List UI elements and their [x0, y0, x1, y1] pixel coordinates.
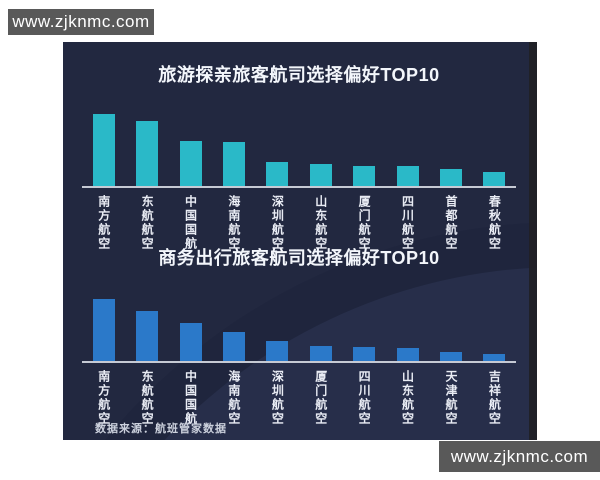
x-axis-label-text: 吉祥航空 [487, 370, 502, 426]
bar [483, 172, 506, 186]
bar-column [212, 332, 255, 361]
bar-column [342, 347, 385, 361]
x-axis-label: 山东航空 [299, 195, 342, 251]
x-axis-label: 深圳航空 [256, 195, 299, 251]
x-axis-label-text: 中国国航 [183, 195, 198, 251]
bar-column [82, 299, 125, 361]
bar-column [299, 164, 342, 186]
bar-column [473, 354, 516, 361]
bar-column [169, 141, 212, 186]
x-axis-label-text: 天津航空 [443, 370, 458, 426]
bar-column [473, 172, 516, 186]
x-axis-label: 厦门航空 [342, 195, 385, 251]
x-axis-label-text: 海南航空 [226, 195, 241, 251]
bar-column [386, 166, 429, 186]
bar-column [125, 121, 168, 186]
bar [439, 169, 462, 186]
x-axis-label: 四川航空 [386, 195, 429, 251]
bar [309, 164, 332, 186]
x-axis-line [82, 361, 516, 363]
x-axis-label-text: 四川航空 [400, 195, 415, 251]
x-axis-label: 厦门航空 [299, 370, 342, 426]
bar [92, 299, 115, 361]
x-axis-labels: 南方航空 东航航空 中国国航 海南航空 深圳航空 厦门航空 四川航空 山东航空 天津航空 吉祥航空 [82, 363, 516, 426]
x-axis-label-text: 东航航空 [140, 370, 155, 426]
x-axis-label: 东航航空 [125, 195, 168, 251]
bar [136, 311, 159, 361]
x-axis-label: 南方航空 [82, 370, 125, 426]
bar [266, 162, 289, 186]
bar [396, 166, 419, 186]
bar [266, 341, 289, 361]
x-axis-label: 东航航空 [125, 370, 168, 426]
x-axis-label: 深圳航空 [256, 370, 299, 426]
panel-edge-shadow [529, 42, 537, 440]
x-axis-label-text: 山东航空 [313, 195, 328, 251]
bar [353, 166, 376, 186]
x-axis-label: 四川航空 [342, 370, 385, 426]
bar [92, 114, 115, 186]
bar-column [299, 346, 342, 361]
bar [396, 348, 419, 361]
x-axis-label-text: 中国国航 [183, 370, 198, 426]
x-axis-label: 海南航空 [212, 370, 255, 426]
x-axis-label-text: 南方航空 [96, 195, 111, 251]
x-axis-label: 吉祥航空 [473, 370, 516, 426]
bar [179, 141, 202, 186]
bars [82, 104, 516, 186]
chart-business-top10: 商务出行旅客航司选择偏好TOP10 南方航空 东航航空 中国国航 海南航空 深圳航空 厦门… [82, 245, 516, 426]
x-axis-line [82, 186, 516, 188]
x-axis-label: 首都航空 [429, 195, 472, 251]
bar [222, 332, 245, 361]
x-axis-label: 山东航空 [386, 370, 429, 426]
bar [439, 352, 462, 361]
x-axis-label-text: 厦门航空 [357, 195, 372, 251]
bar-column [82, 114, 125, 186]
x-axis-label-text: 首都航空 [443, 195, 458, 251]
bar [179, 323, 202, 361]
x-axis-label-text: 四川航空 [357, 370, 372, 426]
bar-column [342, 166, 385, 186]
bar-column [256, 162, 299, 186]
bar [353, 347, 376, 361]
x-axis-label-text: 春秋航空 [487, 195, 502, 251]
chart-panel: 旅游探亲旅客航司选择偏好TOP10 南方航空 东航航空 中国国航 海南航空 深圳航空 山东… [63, 42, 537, 440]
bar-column [125, 311, 168, 361]
x-axis-label: 中国国航 [169, 370, 212, 426]
watermark-banner-top-left: www.zjknmc.com [8, 9, 154, 35]
x-axis-label-text: 海南航空 [226, 370, 241, 426]
x-axis-label: 天津航空 [429, 370, 472, 426]
x-axis-label: 中国国航 [169, 195, 212, 251]
watermark-url: www.zjknmc.com [12, 12, 150, 31]
bars [82, 291, 516, 361]
chart-travel-top10: 旅游探亲旅客航司选择偏好TOP10 南方航空 东航航空 中国国航 海南航空 深圳航空 山东… [82, 62, 516, 251]
x-axis-label-text: 南方航空 [96, 370, 111, 426]
x-axis-label-text: 山东航空 [400, 370, 415, 426]
watermark-url: www.zjknmc.com [450, 446, 589, 466]
bar-column [256, 341, 299, 361]
x-axis-label-text: 厦门航空 [313, 370, 328, 426]
bar [222, 142, 245, 186]
watermark-banner-bottom-right: www.zjknmc.com [439, 441, 600, 472]
chart-title: 旅游探亲旅客航司选择偏好TOP10 [158, 65, 440, 85]
data-source-note: 数据来源：航班管家数据 [95, 423, 227, 435]
x-axis-labels: 南方航空 东航航空 中国国航 海南航空 深圳航空 山东航空 厦门航空 四川航空 首都航空 春秋航空 [82, 188, 516, 251]
bar-column [386, 348, 429, 361]
x-axis-label: 海南航空 [212, 195, 255, 251]
x-axis-label-text: 东航航空 [140, 195, 155, 251]
x-axis-label: 南方航空 [82, 195, 125, 251]
bar-column [212, 142, 255, 186]
bar-column [169, 323, 212, 361]
bar [309, 346, 332, 361]
x-axis-label: 春秋航空 [473, 195, 516, 251]
bar [483, 354, 506, 361]
chart-title: 商务出行旅客航司选择偏好TOP10 [158, 248, 440, 268]
bar-column [429, 352, 472, 361]
x-axis-label-text: 深圳航空 [270, 195, 285, 251]
x-axis-label-text: 深圳航空 [270, 370, 285, 426]
bar-column [429, 169, 472, 186]
bar [136, 121, 159, 186]
